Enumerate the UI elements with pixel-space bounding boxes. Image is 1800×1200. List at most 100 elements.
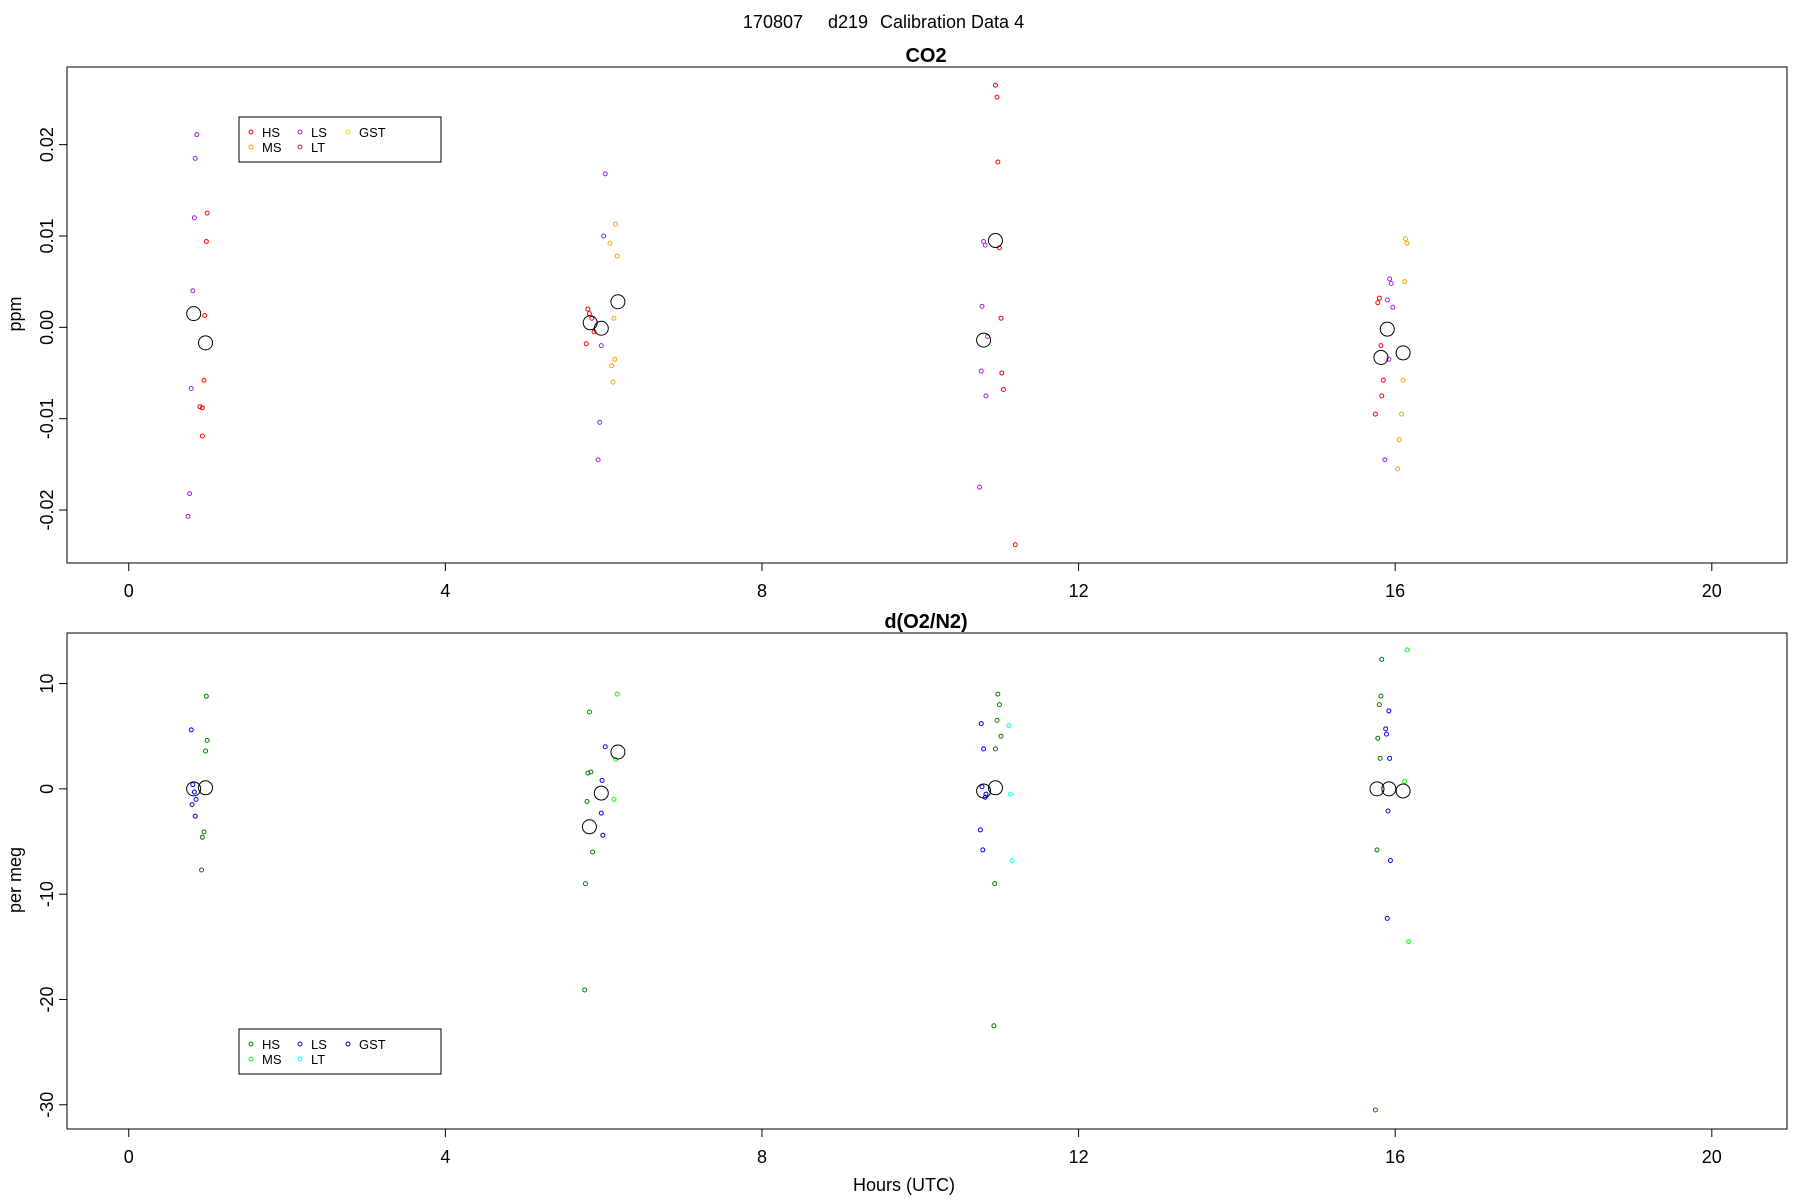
o2n2-legend-marker-lt [297, 1056, 303, 1062]
o2n2-title: d(O2/N2) [884, 611, 967, 633]
co2-x-tick-label: 8 [757, 581, 767, 601]
co2-point-hs [583, 341, 589, 347]
co2-point-hs [199, 433, 205, 439]
co2-point-ms [1396, 437, 1402, 443]
o2n2-x-tick-label: 4 [440, 1147, 450, 1167]
o2n2-point-hs [1376, 702, 1382, 708]
co2-point-ls [601, 233, 607, 239]
co2-point-hs [1379, 393, 1385, 399]
co2-legend-marker-hs [248, 129, 254, 135]
co2-point-hs [992, 82, 998, 88]
co2-legend-marker-gst [345, 129, 351, 135]
o2n2-point-ls [191, 789, 197, 795]
o2n2-point-hs [1374, 847, 1380, 853]
o2n2-point-ls [189, 802, 195, 808]
o2n2-point-ls [599, 777, 605, 783]
co2-point-hs [995, 159, 1001, 165]
o2n2-point-hs [201, 829, 207, 835]
o2n2-legend-label-hs: HS [262, 1037, 280, 1052]
o2n2-point-ls [979, 784, 985, 790]
o2n2-point-hs [998, 733, 1004, 739]
co2-point-ms [614, 253, 620, 259]
header-date: 170807 [743, 12, 803, 32]
o2n2-point-ms [1402, 778, 1408, 784]
o2n2-point-hs [1378, 693, 1384, 699]
co2-point-ls [982, 242, 988, 248]
co2-x-tick-label: 0 [124, 581, 134, 601]
co2-point-hs [203, 238, 209, 244]
o2n2-legend-marker-hs [248, 1041, 254, 1047]
o2n2-xlabel: Hours (UTC) [853, 1175, 955, 1195]
co2-point-hs [1012, 542, 1018, 548]
co2-point-ls [595, 457, 601, 463]
o2n2-point-hs [994, 717, 1000, 723]
co2-point-ls [978, 368, 984, 374]
co2-point-ls [598, 343, 604, 349]
co2-y-tick-label: -0.02 [37, 490, 57, 531]
co2-legend-marker-ms [248, 144, 254, 150]
co2-y-tick-label: -0.01 [37, 398, 57, 439]
co2-legend-label-ms: MS [262, 140, 282, 155]
co2-point-hs [1376, 295, 1382, 301]
o2n2-point-ls [977, 827, 983, 833]
co2-point-ms [611, 315, 617, 321]
co2-point-ms [1399, 411, 1405, 417]
co2-point-hs [999, 370, 1005, 376]
co2-point-ms [1402, 279, 1408, 285]
co2-y-tick-label: 0.02 [37, 127, 57, 162]
co2-x-tick-label: 20 [1702, 581, 1722, 601]
o2n2-point-hs [582, 987, 588, 993]
o2n2-x-tick-label: 16 [1385, 1147, 1405, 1167]
co2-legend-label-lt: LT [311, 140, 325, 155]
co2-y-tick-label: 0.01 [37, 218, 57, 253]
o2n2-mean-marker [610, 744, 626, 760]
o2n2-point-ls [1383, 731, 1389, 737]
co2-point-hs [197, 404, 203, 410]
co2-legend-box [238, 116, 442, 163]
o2n2-y-tick-label: -30 [37, 1092, 57, 1118]
co2-point-ls [185, 513, 191, 519]
o2n2-point-hs [203, 748, 209, 754]
co2-point-hs [1375, 300, 1381, 306]
o2n2-y-tick-label: -10 [37, 881, 57, 907]
o2n2-legend-label-ls: LS [311, 1037, 327, 1052]
o2n2-point-hs [588, 769, 594, 775]
co2-mean-marker [610, 294, 626, 310]
co2-point-ms [610, 379, 616, 385]
o2n2-point-ls [598, 810, 604, 816]
o2n2-x-tick-label: 8 [757, 1147, 767, 1167]
co2-point-ls [190, 288, 196, 294]
co2-x-tick-label: 16 [1385, 581, 1405, 601]
co2-point-ms [613, 221, 619, 227]
o2n2-x-tick-label: 0 [124, 1147, 134, 1167]
co2-point-hs [1380, 377, 1386, 383]
o2n2-point-ls [193, 796, 199, 802]
o2n2-point-ls [1384, 915, 1390, 921]
o2n2-mean-marker [186, 781, 202, 797]
o2n2-point-hs [1375, 735, 1381, 741]
co2-point-hs [204, 210, 210, 216]
co2-point-ls [602, 171, 608, 177]
co2-point-hs [1378, 343, 1384, 349]
o2n2-point-hs [204, 737, 210, 743]
co2-legend-label-gst: GST [359, 125, 386, 140]
co2-point-hs [202, 312, 208, 318]
co2-point-hs [1372, 411, 1378, 417]
o2n2-mean-marker [1395, 783, 1411, 799]
o2n2-ylabel: per meg [5, 847, 25, 913]
o2n2-legend: HS MS LS LT GST [238, 1028, 442, 1075]
co2-point-ls [979, 303, 985, 309]
o2n2-point-hs [1377, 755, 1383, 761]
co2-mean-marker [976, 332, 992, 348]
co2-mean-marker [593, 320, 609, 336]
co2-point-ls [1390, 304, 1396, 310]
co2-point-ls [977, 484, 983, 490]
co2-point-ms [1402, 236, 1408, 242]
co2-legend-marker-ls [297, 129, 303, 135]
o2n2-point-ls [602, 744, 608, 750]
o2n2-legend-marker-ls [297, 1041, 303, 1047]
o2n2-point-ls [190, 782, 196, 788]
co2-point-ls [597, 419, 603, 425]
o2n2-point-hs [585, 770, 591, 776]
